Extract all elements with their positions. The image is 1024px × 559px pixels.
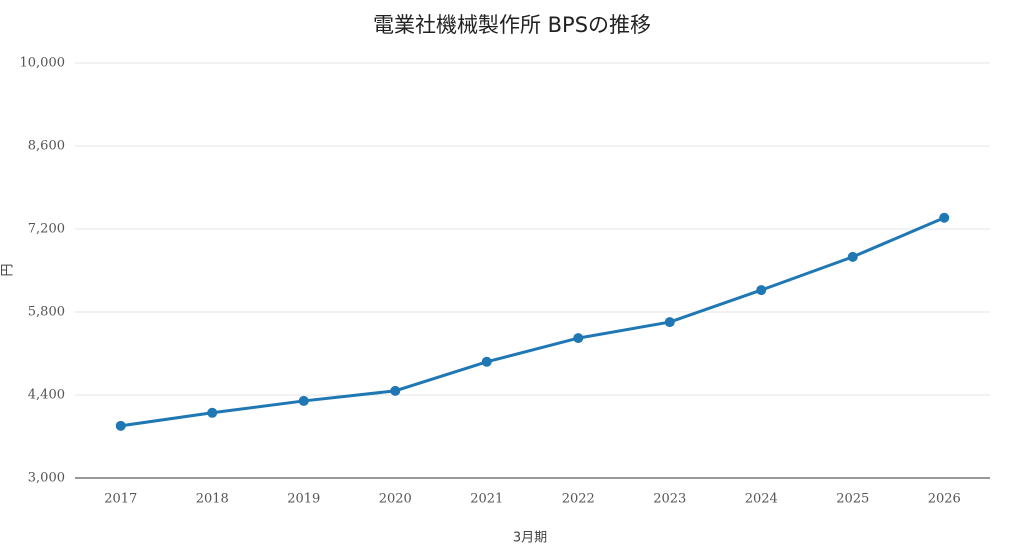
x-axis-label: 3月期 [513,531,547,546]
point [664,317,675,328]
x-tick-label: 2025 [836,492,869,507]
x-tick-label: 2020 [379,492,412,507]
x-tick-label: 2018 [196,492,229,507]
x-tick-label: 2019 [287,492,320,507]
x-tick-label: 2023 [653,492,686,507]
y-tick-label: 8,600 [28,139,65,154]
point [847,251,858,262]
chart-title: 電業社機械製作所 BPSの推移 [373,13,651,37]
y-tick-label: 10,000 [20,56,66,71]
y-tick-label: 3,000 [28,471,65,486]
line [120,216,945,428]
point [573,333,584,344]
point [756,285,767,296]
point [939,212,950,223]
x-tick-label: 2024 [745,492,778,507]
y-tick-label: 4,400 [28,388,65,403]
point [390,385,401,396]
y-tick-label: 7,200 [28,222,65,237]
x-tick-label: 2017 [104,492,137,507]
x-tick-label: 2026 [928,492,961,507]
y-tick-label: 5,800 [28,305,65,320]
x-tick-label: 2022 [562,492,595,507]
x-tick-label: 2021 [470,492,503,507]
point [298,395,309,406]
point [115,420,126,431]
y-axis-label: 円 [1,263,16,276]
point [481,356,492,367]
point [207,407,218,418]
